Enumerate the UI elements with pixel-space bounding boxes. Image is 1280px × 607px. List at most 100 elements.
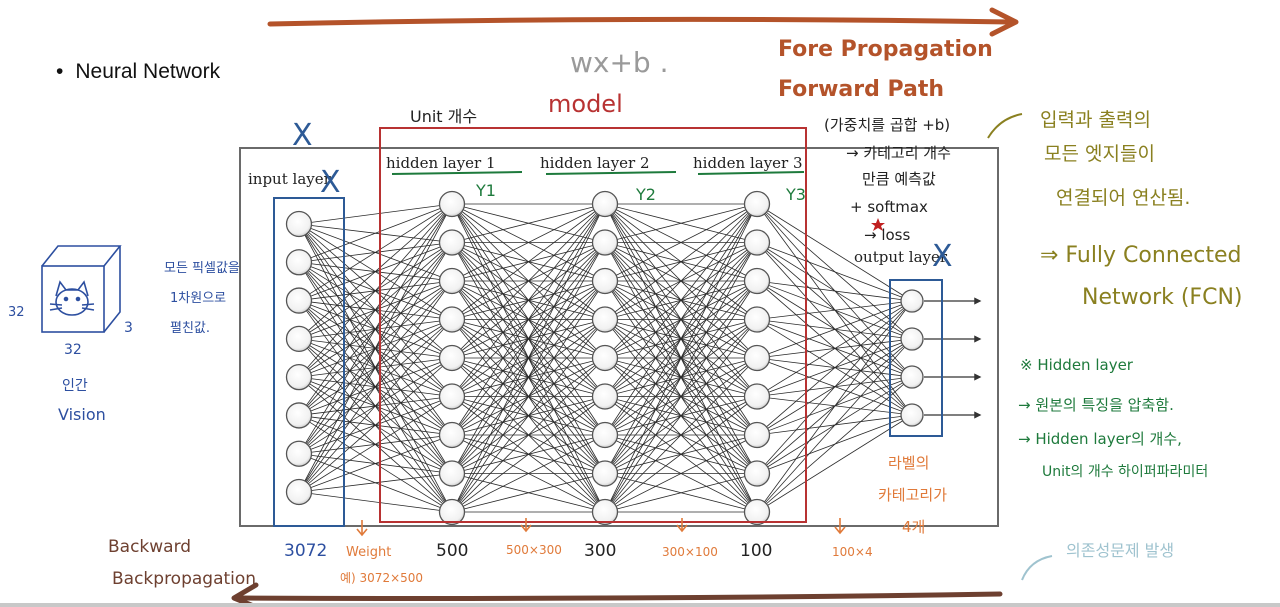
hidden-1-node xyxy=(438,306,466,333)
network-edge xyxy=(451,280,606,513)
hidden-3-node xyxy=(743,190,771,218)
hidden-2-node xyxy=(591,190,619,218)
pixel-note-3: 펼친값. xyxy=(170,321,210,336)
input-node xyxy=(285,478,313,506)
label-note-1: 라벨의 xyxy=(888,454,929,472)
hidden-layer-3-label: hidden layer 3 xyxy=(693,154,803,172)
softmax-note-5: → loss xyxy=(864,226,910,244)
network-edge xyxy=(604,203,758,436)
network-edge xyxy=(451,203,606,320)
pixel-notes: 모든 픽셀값을 1차원으로 펼친값. xyxy=(164,261,240,336)
input-size-note: 3072 xyxy=(284,541,327,561)
x-mark-output: X xyxy=(932,239,953,274)
hidden-2-node xyxy=(591,383,619,410)
network-edge xyxy=(298,203,453,263)
network-edge xyxy=(756,338,913,513)
input-node xyxy=(285,363,313,391)
forward-line-2: Forward Path xyxy=(778,77,944,102)
fcn-pointer-arrow xyxy=(987,113,1023,139)
network-edge xyxy=(451,319,606,513)
softmax-note-2: → 카테고리 개수 xyxy=(846,144,951,162)
forward-line-1: Fore Propagation xyxy=(778,37,993,62)
hidden-3-node xyxy=(743,498,771,526)
softmax-notes: (가중치를 곱합 +b) → 카테고리 개수 만큼 예측값 + softmax … xyxy=(824,116,951,244)
input-node xyxy=(285,325,313,353)
network-edge xyxy=(451,203,606,397)
weight-note-2: 500×300 xyxy=(506,543,562,557)
network-edge xyxy=(756,300,913,359)
pixel-note-2: 1차원으로 xyxy=(170,291,226,306)
fcn-note-2: 모든 엣지들이 xyxy=(1044,143,1155,165)
hidden-1-node xyxy=(438,344,466,372)
hidden-3-node xyxy=(743,344,771,372)
network-edge xyxy=(298,491,453,513)
x-mark-input: X xyxy=(320,165,341,200)
network-edge xyxy=(756,300,913,474)
network-edge xyxy=(451,203,606,359)
network-edge xyxy=(604,203,758,397)
bullet: • xyxy=(56,60,64,83)
hidden-3-node xyxy=(743,383,771,410)
network-edge xyxy=(604,203,758,320)
softmax-note-4: + softmax xyxy=(850,198,928,216)
network-edge xyxy=(604,396,758,513)
network-edges xyxy=(298,203,913,513)
network-edge xyxy=(298,203,453,301)
cat-icon xyxy=(49,280,95,316)
network-edge xyxy=(756,300,913,397)
output-node xyxy=(900,327,924,351)
hidden-1-node xyxy=(438,229,466,256)
network-edge xyxy=(604,357,758,513)
title-text: Neural Network xyxy=(75,60,221,83)
network-edge xyxy=(298,203,453,225)
vision-note-1: 인간 xyxy=(62,378,88,394)
hidden-3-node xyxy=(743,421,771,449)
network-edge xyxy=(298,203,453,416)
vision-note-2: Vision xyxy=(58,405,106,424)
backward-line-2: Backpropagation xyxy=(112,569,256,589)
hidden-layer-1-label: hidden layer 1 xyxy=(386,154,496,172)
network-edge xyxy=(451,473,606,513)
unit-label: Unit 개수 xyxy=(410,107,477,126)
network-edge xyxy=(756,300,913,320)
network-edge xyxy=(604,203,758,513)
hidden-3-size-note: 100 xyxy=(740,541,772,561)
softmax-note-3: 만큼 예측값 xyxy=(862,170,936,188)
hidden-1-node xyxy=(438,383,466,410)
network-edge xyxy=(298,203,453,378)
bottom-bar xyxy=(0,603,1280,607)
formula-text: wx+b . xyxy=(570,46,669,79)
dependency-note: 의존성문제 발생 xyxy=(1066,541,1174,560)
weight-note-4: 100×4 xyxy=(832,545,873,559)
output-node xyxy=(900,403,924,427)
hidden-2-node xyxy=(591,421,619,449)
network-edge xyxy=(451,203,606,474)
network-edge xyxy=(451,203,606,243)
loss-star xyxy=(871,218,885,231)
input-node xyxy=(285,210,313,238)
output-layer-label: output layer xyxy=(854,248,948,266)
network-edge xyxy=(451,203,606,436)
image-dim-bottom: 32 xyxy=(64,342,82,358)
network-edge xyxy=(298,319,453,493)
network-edge xyxy=(451,203,606,513)
hidden-2-node xyxy=(591,267,619,295)
label-note-3: 4개 xyxy=(902,518,925,536)
network-edge xyxy=(756,300,913,436)
hidden-note-1: ※ Hidden layer xyxy=(1020,356,1134,374)
input-layer-box xyxy=(273,197,345,527)
network-edge xyxy=(298,242,453,493)
output-arrows xyxy=(924,297,982,419)
backward-line-1: Backward xyxy=(108,537,191,557)
forward-arrow xyxy=(267,7,1019,37)
dependency-pointer xyxy=(1021,555,1053,581)
weight-note-1b: 예) 3072×500 xyxy=(340,571,423,585)
cat-image-sketch xyxy=(41,245,122,333)
network-nodes xyxy=(285,190,924,526)
network-edge xyxy=(756,376,913,513)
hidden-1-node xyxy=(438,190,466,218)
hidden-3-node xyxy=(743,460,771,487)
model-box xyxy=(379,127,807,523)
hidden-2-node xyxy=(591,498,619,526)
